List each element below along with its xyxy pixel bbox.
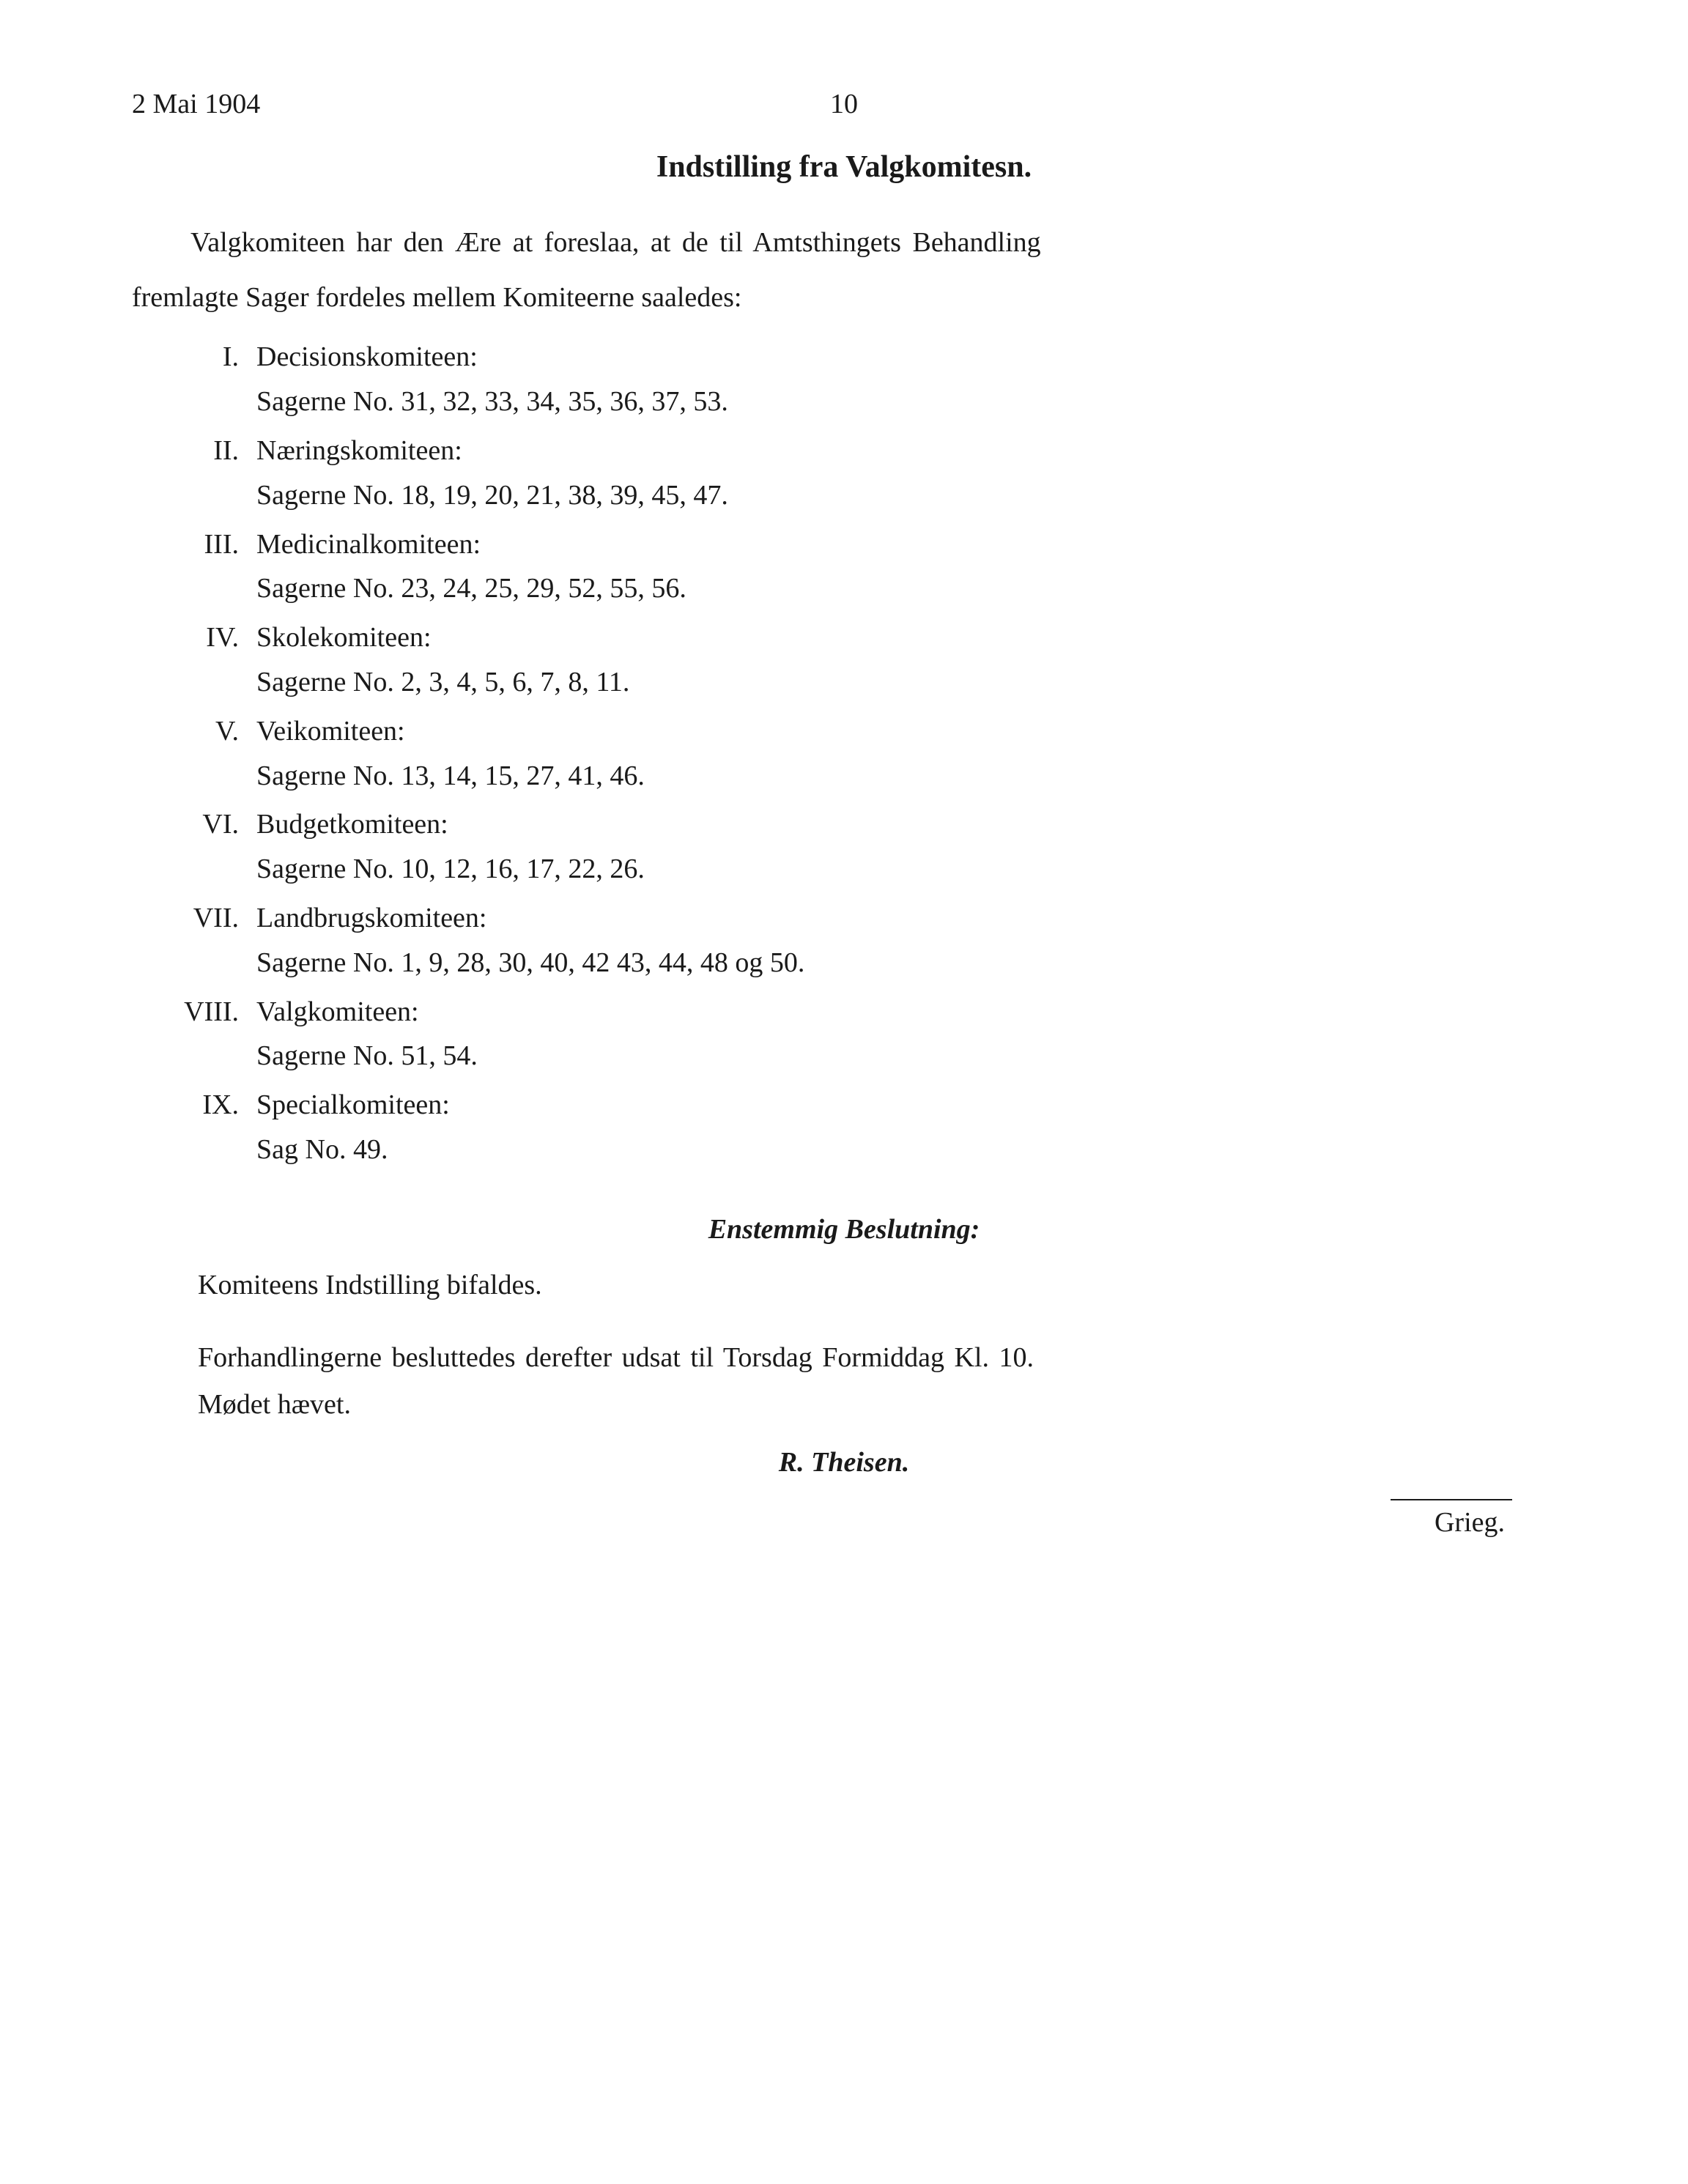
- committee-name: Valgkomiteen:: [256, 990, 1556, 1034]
- committee-name: Skolekomiteen:: [256, 615, 1556, 660]
- roman-numeral: III.: [176, 522, 256, 612]
- committee-item: VII. Landbrugskomiteen: Sagerne No. 1, 9…: [176, 896, 1556, 985]
- closing-line-2: Mødet hævet.: [198, 1381, 1556, 1429]
- resolution-text: Komiteens Indstilling bifaldes.: [198, 1263, 1556, 1308]
- committee-item: VIII. Valgkomiteen: Sagerne No. 51, 54.: [176, 990, 1556, 1079]
- committee-cases: Sagerne No. 1, 9, 28, 30, 40, 42 43, 44,…: [256, 941, 1556, 985]
- committee-content: Veikomiteen: Sagerne No. 13, 14, 15, 27,…: [256, 709, 1556, 799]
- intro-paragraph-line1: Valgkomiteen har den Ære at foreslaa, at…: [132, 220, 1556, 266]
- committee-item: I. Decisionskomiteen: Sagerne No. 31, 32…: [176, 335, 1556, 424]
- committee-cases: Sag No. 49.: [256, 1128, 1556, 1172]
- roman-numeral: VIII.: [176, 990, 256, 1079]
- committee-cases: Sagerne No. 13, 14, 15, 27, 41, 46.: [256, 754, 1556, 799]
- committee-content: Specialkomiteen: Sag No. 49.: [256, 1083, 1556, 1172]
- roman-numeral: VI.: [176, 802, 256, 892]
- committee-item: VI. Budgetkomiteen: Sagerne No. 10, 12, …: [176, 802, 1556, 892]
- committee-name: Landbrugskomiteen:: [256, 896, 1556, 941]
- committee-cases: Sagerne No. 31, 32, 33, 34, 35, 36, 37, …: [256, 380, 1556, 424]
- committee-name: Decisionskomiteen:: [256, 335, 1556, 380]
- committee-item: III. Medicinalkomiteen: Sagerne No. 23, …: [176, 522, 1556, 612]
- committee-name: Specialkomiteen:: [256, 1083, 1556, 1128]
- committee-content: Budgetkomiteen: Sagerne No. 10, 12, 16, …: [256, 802, 1556, 892]
- committee-content: Valgkomiteen: Sagerne No. 51, 54.: [256, 990, 1556, 1079]
- committee-cases: Sagerne No. 51, 54.: [256, 1034, 1556, 1078]
- committee-content: Næringskomiteen: Sagerne No. 18, 19, 20,…: [256, 429, 1556, 518]
- roman-numeral: II.: [176, 429, 256, 518]
- signature-right: Grieg.: [1391, 1499, 1512, 1539]
- signature-center: R. Theisen.: [132, 1446, 1556, 1478]
- committee-name: Næringskomiteen:: [256, 429, 1556, 473]
- roman-numeral: IV.: [176, 615, 256, 705]
- committee-list: I. Decisionskomiteen: Sagerne No. 31, 32…: [176, 335, 1556, 1171]
- header-row: 2 Mai 1904 10: [132, 88, 1556, 120]
- committee-content: Medicinalkomiteen: Sagerne No. 23, 24, 2…: [256, 522, 1556, 612]
- committee-content: Decisionskomiteen: Sagerne No. 31, 32, 3…: [256, 335, 1556, 424]
- roman-numeral: IX.: [176, 1083, 256, 1172]
- committee-cases: Sagerne No. 2, 3, 4, 5, 6, 7, 8, 11.: [256, 660, 1556, 705]
- committee-name: Veikomiteen:: [256, 709, 1556, 754]
- committee-cases: Sagerne No. 10, 12, 16, 17, 22, 26.: [256, 847, 1556, 892]
- committee-name: Budgetkomiteen:: [256, 802, 1556, 847]
- roman-numeral: VII.: [176, 896, 256, 985]
- roman-numeral: I.: [176, 335, 256, 424]
- committee-cases: Sagerne No. 23, 24, 25, 29, 52, 55, 56.: [256, 566, 1556, 611]
- roman-numeral: V.: [176, 709, 256, 799]
- document-date: 2 Mai 1904: [132, 88, 260, 120]
- signature-right-wrap: Grieg.: [132, 1499, 1556, 1539]
- resolution-heading: Enstemmig Beslutning:: [132, 1213, 1556, 1245]
- committee-content: Landbrugskomiteen: Sagerne No. 1, 9, 28,…: [256, 896, 1556, 985]
- committee-item: IV. Skolekomiteen: Sagerne No. 2, 3, 4, …: [176, 615, 1556, 705]
- committee-name: Medicinalkomiteen:: [256, 522, 1556, 567]
- closing-line-1: Forhandlingerne besluttedes derefter uds…: [198, 1334, 1556, 1382]
- committee-cases: Sagerne No. 18, 19, 20, 21, 38, 39, 45, …: [256, 473, 1556, 518]
- document-title: Indstilling fra Valgkomitesn.: [132, 149, 1556, 185]
- committee-item: IX. Specialkomiteen: Sag No. 49.: [176, 1083, 1556, 1172]
- committee-content: Skolekomiteen: Sagerne No. 2, 3, 4, 5, 6…: [256, 615, 1556, 705]
- intro-paragraph-line2: fremlagte Sager fordeles mellem Komiteer…: [132, 275, 1556, 321]
- page-number: 10: [830, 88, 858, 120]
- committee-item: V. Veikomiteen: Sagerne No. 13, 14, 15, …: [176, 709, 1556, 799]
- committee-item: II. Næringskomiteen: Sagerne No. 18, 19,…: [176, 429, 1556, 518]
